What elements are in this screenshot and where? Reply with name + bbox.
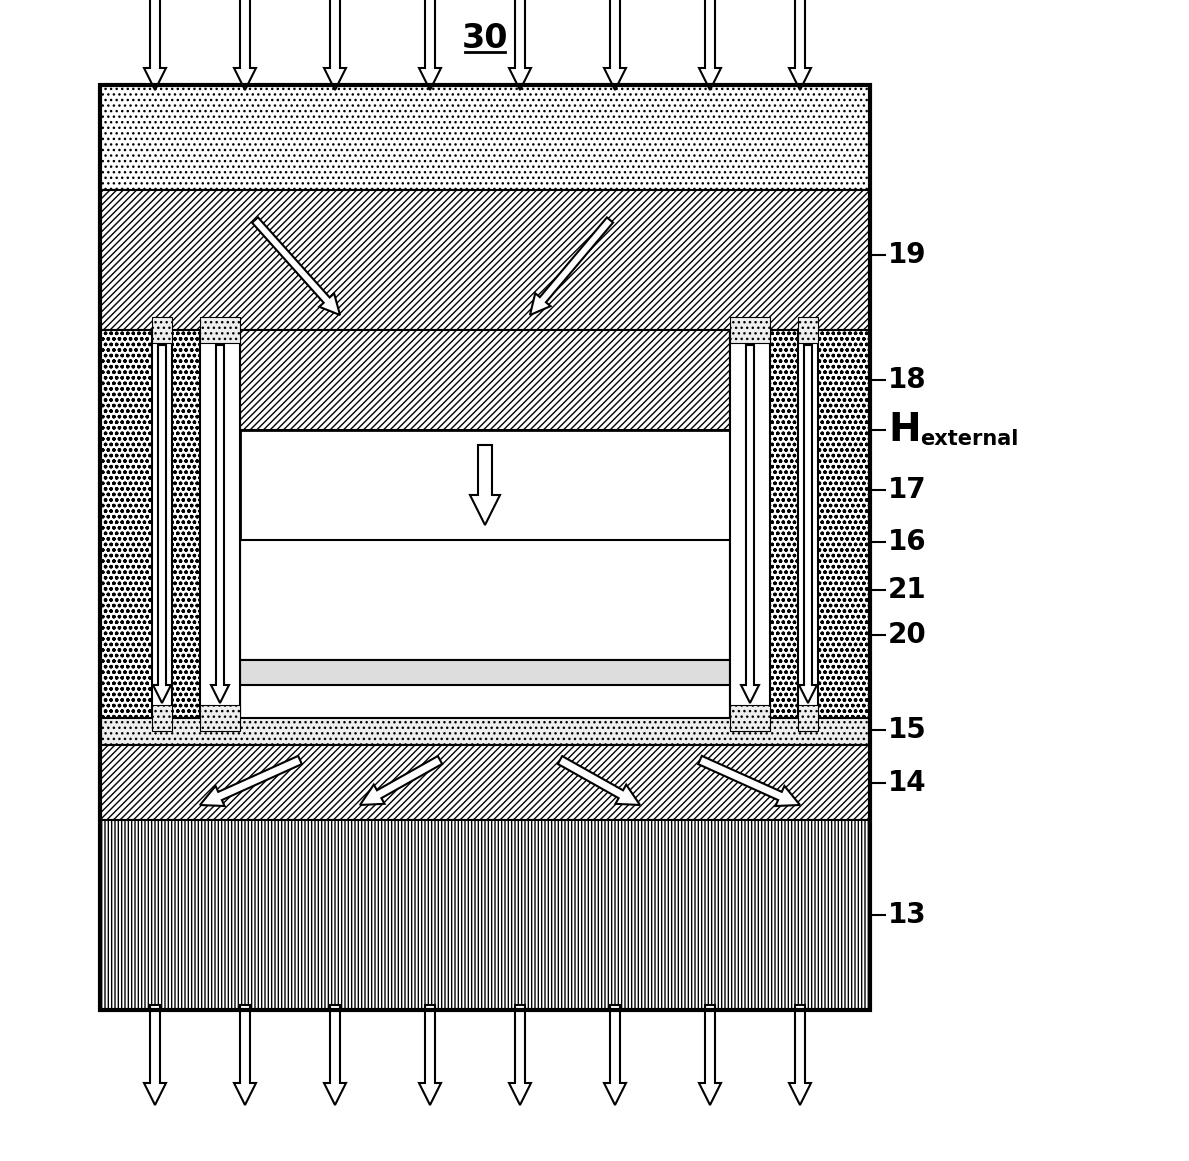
Polygon shape	[200, 756, 302, 806]
Bar	[798, 330, 818, 717]
Bar	[730, 317, 770, 342]
Text: 14: 14	[888, 769, 926, 796]
Polygon shape	[698, 756, 800, 806]
Polygon shape	[558, 756, 640, 805]
Bar	[100, 85, 870, 1010]
Polygon shape	[323, 1005, 346, 1105]
Bar	[100, 717, 870, 745]
Polygon shape	[699, 0, 721, 91]
Text: 21: 21	[888, 576, 926, 604]
Text: 13: 13	[888, 901, 926, 929]
Text: 15: 15	[888, 716, 926, 744]
Polygon shape	[470, 445, 501, 525]
Bar	[730, 330, 870, 717]
Polygon shape	[210, 345, 229, 704]
Text: 18: 18	[888, 366, 926, 394]
Text: 20: 20	[888, 621, 926, 649]
Polygon shape	[252, 217, 340, 315]
Text: 30: 30	[461, 22, 508, 55]
Polygon shape	[144, 0, 166, 91]
Polygon shape	[323, 0, 346, 91]
Bar	[798, 705, 818, 731]
Bar	[100, 190, 870, 330]
Bar	[152, 330, 172, 717]
Bar	[100, 820, 870, 1010]
Bar	[200, 330, 240, 717]
Text: external: external	[920, 430, 1018, 449]
Polygon shape	[419, 0, 441, 91]
Polygon shape	[699, 1005, 721, 1105]
Polygon shape	[234, 1005, 256, 1105]
Bar	[798, 317, 818, 342]
Polygon shape	[509, 1005, 531, 1105]
Polygon shape	[604, 1005, 625, 1105]
Bar	[200, 705, 240, 731]
Text: 19: 19	[888, 241, 926, 269]
Polygon shape	[799, 345, 817, 704]
Polygon shape	[234, 0, 256, 91]
Text: 17: 17	[888, 476, 926, 504]
Polygon shape	[789, 0, 811, 91]
Bar	[200, 317, 240, 342]
Polygon shape	[741, 345, 759, 704]
Polygon shape	[360, 756, 442, 805]
Bar	[240, 540, 730, 659]
Polygon shape	[144, 1005, 166, 1105]
Bar	[152, 705, 172, 731]
Polygon shape	[509, 0, 531, 91]
Polygon shape	[530, 217, 614, 315]
Bar	[100, 745, 870, 820]
Polygon shape	[153, 345, 171, 704]
Bar	[100, 330, 240, 717]
Polygon shape	[419, 1005, 441, 1105]
Bar	[730, 705, 770, 731]
Text: $\mathbf{H}$: $\mathbf{H}$	[888, 411, 919, 449]
Bar	[240, 330, 730, 430]
Bar	[240, 430, 730, 540]
Text: 16: 16	[888, 528, 926, 556]
Bar	[152, 317, 172, 342]
Bar	[100, 85, 870, 190]
Bar	[100, 85, 870, 1010]
Polygon shape	[604, 0, 625, 91]
Bar	[730, 330, 770, 717]
Polygon shape	[789, 1005, 811, 1105]
Bar	[240, 659, 730, 685]
